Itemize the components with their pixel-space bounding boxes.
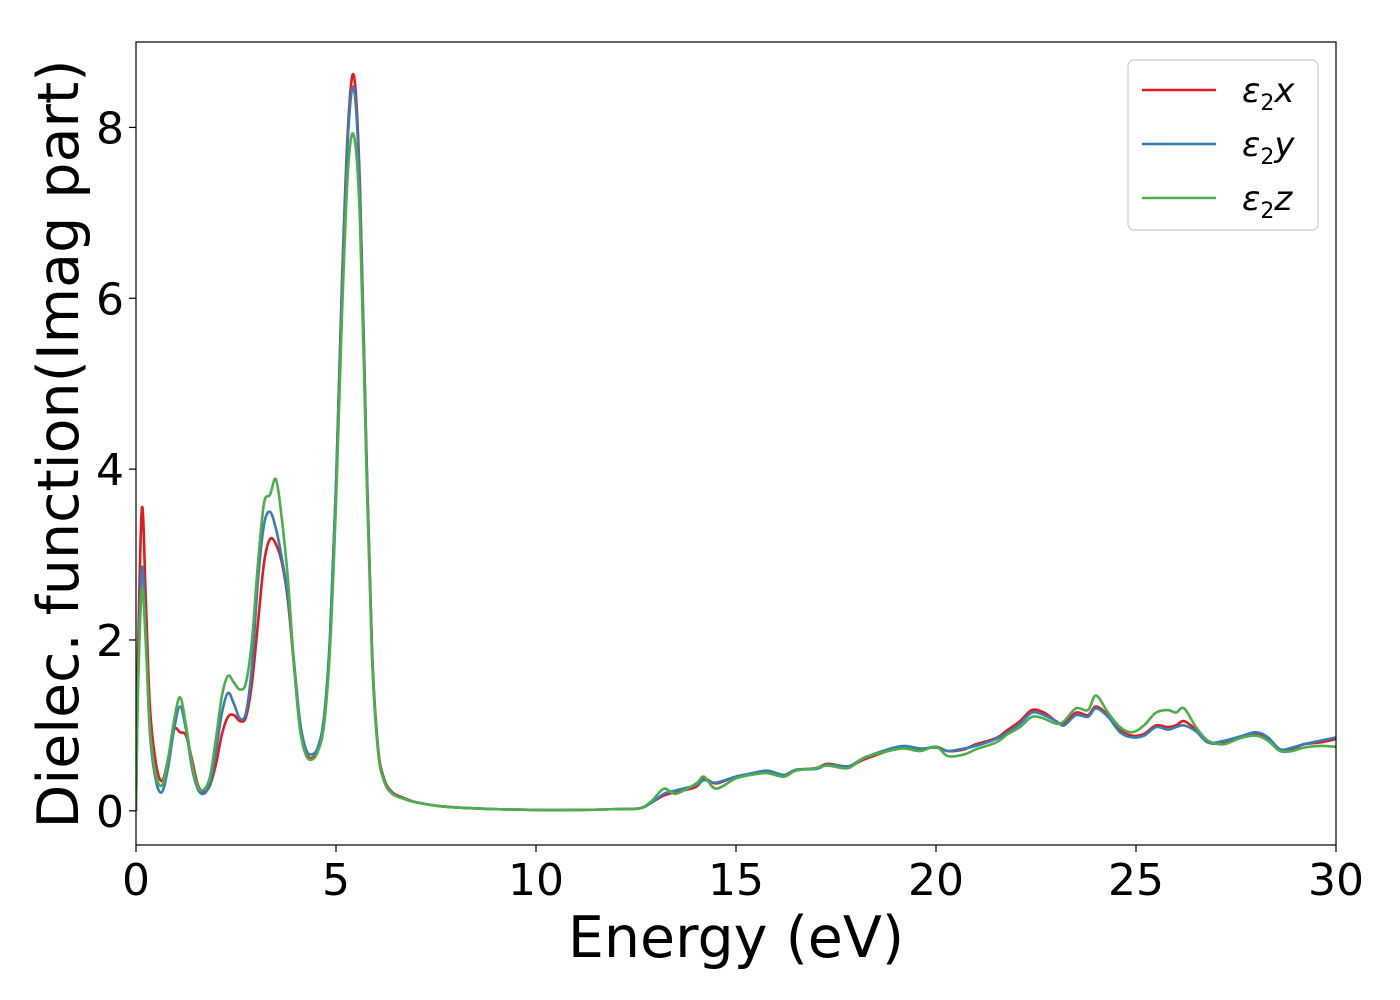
legend-symbol: ε (1242, 179, 1260, 219)
x-tick-label: 30 (1308, 855, 1364, 906)
y-tick-label: 0 (96, 787, 124, 838)
y-tick-label: 8 (96, 103, 124, 154)
x-tick-label: 5 (322, 855, 350, 906)
x-ticks: 0 5 10 15 20 25 30 (122, 845, 1364, 906)
legend-label-y: ε2y (1242, 125, 1295, 170)
series-line-z (136, 132, 1336, 812)
legend-box (1127, 59, 1319, 231)
legend-subscript: 2 (1260, 145, 1274, 170)
x-tick-label: 20 (908, 855, 964, 906)
legend-variable: y (1273, 125, 1295, 165)
legend-label-z: ε2z (1242, 179, 1293, 224)
y-tick-label: 6 (96, 274, 124, 325)
y-tick-label: 4 (96, 445, 124, 496)
legend-subscript: 2 (1260, 91, 1274, 116)
y-axis-label: Dielec. function(Imag part) (26, 59, 92, 828)
x-axis-label: Energy (eV) (568, 905, 904, 971)
y-tick-label: 2 (96, 616, 124, 667)
x-tick-label: 15 (708, 855, 764, 906)
legend-variable: z (1273, 179, 1293, 219)
x-tick-label: 0 (122, 855, 150, 906)
x-tick-label: 25 (1108, 855, 1164, 906)
legend-symbol: ε (1242, 125, 1260, 165)
legend-symbol: ε (1242, 71, 1260, 111)
series-layer (136, 72, 1336, 812)
x-tick-label: 10 (508, 855, 564, 906)
legend-variable: x (1273, 71, 1295, 111)
legend-label-x: ε2x (1242, 71, 1295, 116)
legend-subscript: 2 (1260, 199, 1274, 224)
y-ticks: 0 2 4 6 8 (96, 103, 136, 838)
